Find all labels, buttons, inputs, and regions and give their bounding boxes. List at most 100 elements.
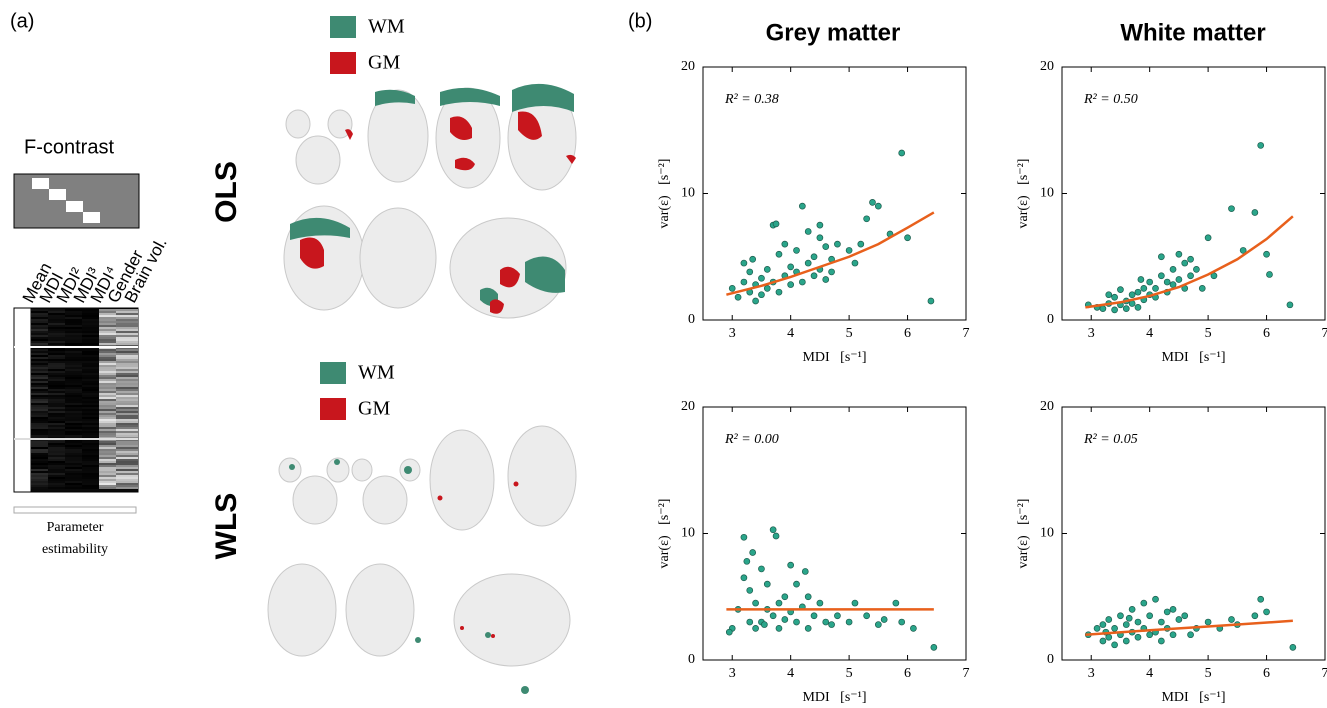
data-point (834, 240, 841, 248)
design-row (14, 438, 138, 440)
data-point (863, 215, 870, 223)
design-cell (116, 403, 138, 405)
design-cell (31, 395, 48, 397)
design-cell (116, 367, 138, 369)
data-point (1169, 606, 1177, 613)
data-point (752, 625, 759, 632)
design-cell (82, 423, 99, 425)
panel-label: (a) (10, 10, 34, 32)
design-cell (116, 329, 138, 331)
design-cell (48, 315, 65, 317)
design-cell (82, 445, 99, 447)
design-cell (82, 315, 99, 317)
data-point (1175, 276, 1183, 283)
data-point (749, 549, 757, 556)
design-cell (116, 373, 138, 375)
design-cell (48, 369, 65, 371)
design-cell (99, 381, 116, 383)
data-point (781, 240, 789, 248)
x-tick-label: 4 (1146, 326, 1153, 341)
design-cell (116, 399, 138, 401)
design-cell (116, 351, 138, 353)
design-cell (48, 341, 65, 343)
design-cell (48, 337, 65, 339)
design-cell (48, 391, 65, 393)
design-cell (116, 387, 138, 389)
data-point (851, 599, 859, 607)
design-cell (48, 333, 65, 335)
design-cell (82, 453, 99, 455)
design-cell (116, 353, 138, 355)
data-point (1204, 234, 1212, 242)
x-tick-label: 5 (846, 326, 853, 341)
design-cell (82, 457, 99, 459)
data-point (1140, 285, 1148, 292)
design-cell (31, 487, 48, 489)
legend-label: WM (358, 362, 395, 384)
design-cell (82, 341, 99, 343)
design-cell (99, 329, 116, 331)
design-cell (65, 451, 82, 453)
design-cell (99, 363, 116, 365)
design-cell (99, 427, 116, 429)
design-cell (82, 413, 99, 415)
design-cell (31, 317, 48, 319)
data-point (725, 628, 733, 636)
design-cell (65, 399, 82, 401)
y-axis-label: var(ε) [s⁻²] (1016, 499, 1031, 569)
design-cell (116, 359, 138, 361)
design-cell (99, 445, 116, 447)
design-cell (65, 449, 82, 451)
design-cell (116, 383, 138, 385)
design-cell (31, 323, 48, 325)
design-cell (31, 483, 48, 485)
brain-slices-wls (267, 425, 577, 694)
design-cell (116, 441, 138, 443)
x-tick-label: 5 (846, 666, 853, 681)
design-cell (31, 427, 48, 429)
design-cell (82, 411, 99, 413)
design-cell (31, 339, 48, 341)
design-cell (116, 463, 138, 465)
data-point (740, 574, 748, 582)
design-cell (99, 321, 116, 323)
design-cell (48, 467, 65, 469)
design-cell (65, 317, 82, 319)
data-point (898, 149, 906, 157)
design-cell (82, 431, 99, 433)
data-point (793, 618, 800, 626)
data-point (1122, 305, 1130, 312)
y-tick-label: 10 (1040, 186, 1054, 201)
data-point (1146, 612, 1154, 620)
design-cell (48, 325, 65, 327)
data-point (816, 234, 824, 242)
design-cell (31, 405, 48, 407)
design-cell (65, 465, 82, 467)
data-point (910, 625, 917, 632)
design-cell (48, 405, 65, 407)
design-cell (116, 427, 138, 429)
design-cell (82, 373, 99, 375)
design-cell (99, 417, 116, 419)
design-cell (65, 417, 82, 419)
data-point (1093, 625, 1101, 632)
design-cell (116, 339, 138, 341)
design-cell (48, 457, 65, 459)
design-cell (82, 463, 99, 465)
design-cell (116, 473, 138, 475)
data-point (793, 580, 800, 588)
design-cell (116, 341, 138, 343)
design-cell (99, 401, 116, 403)
design-cell (65, 459, 82, 461)
design-cell (31, 311, 48, 313)
design-cell (31, 479, 48, 481)
design-cell (82, 485, 99, 487)
design-cell (48, 455, 65, 457)
data-point (787, 281, 795, 288)
data-point (1105, 616, 1113, 623)
data-point (1266, 271, 1273, 278)
design-cell (65, 455, 82, 457)
design-cell (31, 473, 48, 475)
data-point (1251, 209, 1259, 216)
design-cell (82, 357, 99, 359)
